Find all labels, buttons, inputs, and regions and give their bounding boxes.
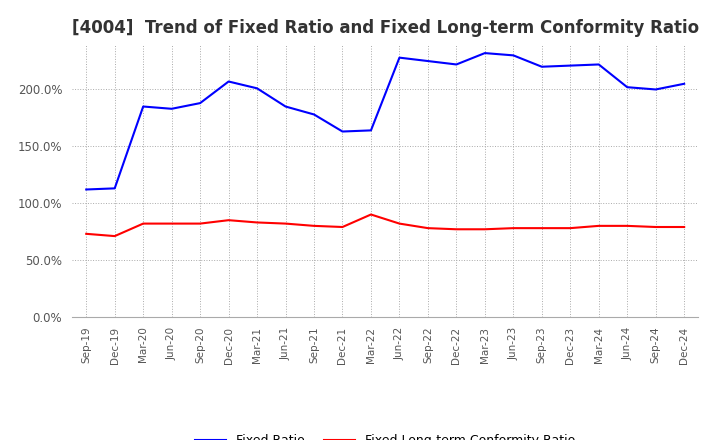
Fixed Long-term Conformity Ratio — [110, 234, 119, 239]
Fixed Ratio — [452, 62, 461, 67]
Fixed Long-term Conformity Ratio — [366, 212, 375, 217]
Fixed Ratio — [282, 104, 290, 109]
Fixed Ratio — [423, 59, 432, 64]
Fixed Ratio — [566, 63, 575, 68]
Fixed Long-term Conformity Ratio — [82, 231, 91, 236]
Fixed Long-term Conformity Ratio — [338, 224, 347, 230]
Fixed Long-term Conformity Ratio — [623, 223, 631, 228]
Fixed Long-term Conformity Ratio — [167, 221, 176, 226]
Fixed Ratio — [595, 62, 603, 67]
Fixed Ratio — [509, 53, 518, 58]
Fixed Ratio — [310, 112, 318, 117]
Fixed Long-term Conformity Ratio — [595, 223, 603, 228]
Fixed Ratio — [652, 87, 660, 92]
Fixed Ratio — [366, 128, 375, 133]
Fixed Long-term Conformity Ratio — [423, 225, 432, 231]
Fixed Ratio — [167, 106, 176, 111]
Fixed Long-term Conformity Ratio — [509, 225, 518, 231]
Legend: Fixed Ratio, Fixed Long-term Conformity Ratio: Fixed Ratio, Fixed Long-term Conformity … — [190, 429, 580, 440]
Fixed Long-term Conformity Ratio — [310, 223, 318, 228]
Fixed Long-term Conformity Ratio — [566, 225, 575, 231]
Fixed Long-term Conformity Ratio — [395, 221, 404, 226]
Fixed Long-term Conformity Ratio — [253, 220, 261, 225]
Fixed Long-term Conformity Ratio — [282, 221, 290, 226]
Fixed Long-term Conformity Ratio — [196, 221, 204, 226]
Fixed Ratio — [196, 100, 204, 106]
Fixed Ratio — [395, 55, 404, 60]
Fixed Ratio — [338, 129, 347, 134]
Fixed Ratio — [537, 64, 546, 70]
Fixed Long-term Conformity Ratio — [480, 227, 489, 232]
Fixed Ratio — [480, 51, 489, 56]
Fixed Long-term Conformity Ratio — [452, 227, 461, 232]
Fixed Long-term Conformity Ratio — [652, 224, 660, 230]
Fixed Ratio — [139, 104, 148, 109]
Fixed Ratio — [253, 86, 261, 91]
Fixed Long-term Conformity Ratio — [139, 221, 148, 226]
Fixed Long-term Conformity Ratio — [225, 217, 233, 223]
Line: Fixed Long-term Conformity Ratio: Fixed Long-term Conformity Ratio — [86, 214, 684, 236]
Fixed Long-term Conformity Ratio — [680, 224, 688, 230]
Fixed Ratio — [225, 79, 233, 84]
Fixed Ratio — [623, 84, 631, 90]
Fixed Ratio — [680, 81, 688, 86]
Line: Fixed Ratio: Fixed Ratio — [86, 53, 684, 190]
Fixed Ratio — [82, 187, 91, 192]
Title: [4004]  Trend of Fixed Ratio and Fixed Long-term Conformity Ratio: [4004] Trend of Fixed Ratio and Fixed Lo… — [71, 19, 699, 37]
Fixed Long-term Conformity Ratio — [537, 225, 546, 231]
Fixed Ratio — [110, 186, 119, 191]
